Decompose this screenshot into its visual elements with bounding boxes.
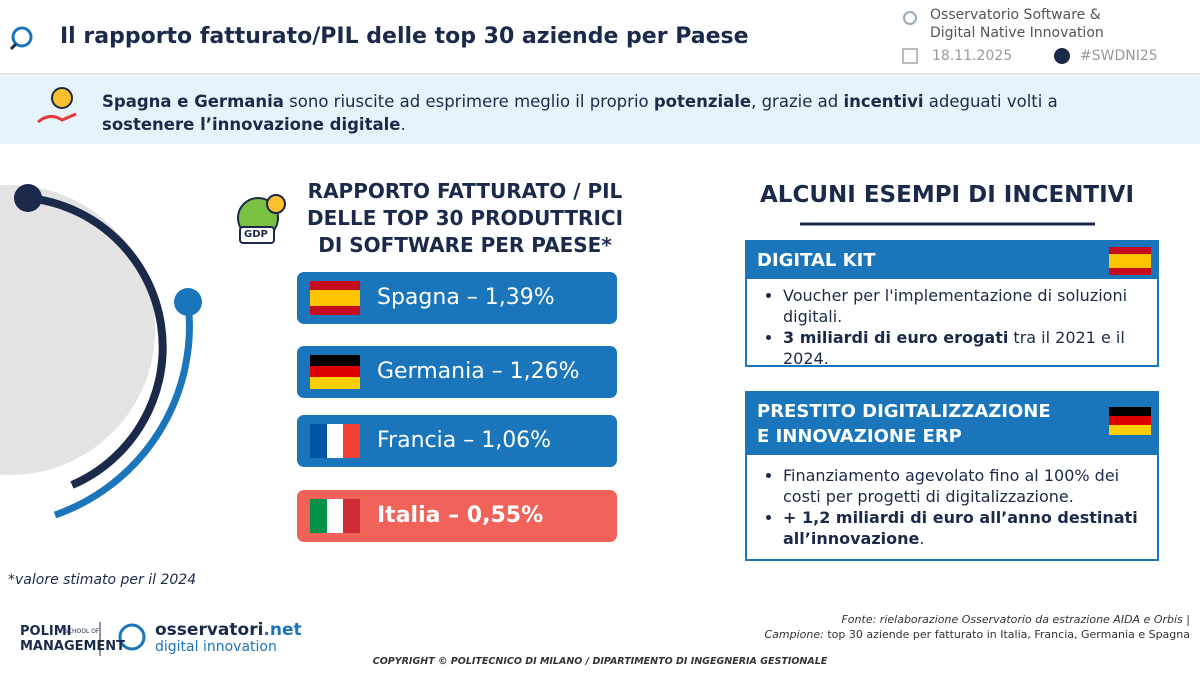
text: Voucher per l'implementazione di soluzio… (783, 286, 1128, 326)
text: Spagna e Germania (102, 92, 284, 111)
country-item: Italia – 0,55% (297, 490, 617, 542)
text: RAPPORTO FATTURATO / PIL (307, 179, 623, 203)
card-header: DIGITAL KIT (747, 242, 1157, 279)
country-item: Francia – 1,06% (297, 415, 617, 467)
item-label: Spagna – 1,39% (377, 285, 555, 310)
icon-label: GDP (244, 229, 268, 240)
text: MANAGEMENT (20, 639, 126, 654)
text: top 30 aziende per fatturato in Italia, … (823, 628, 1190, 641)
incentives-title: ALCUNI ESEMPI DI INCENTIVI (760, 182, 1135, 208)
country-item: Spagna – 1,39% (297, 272, 617, 324)
text: osservatori (155, 620, 264, 640)
flag (1109, 247, 1151, 275)
bullet: Voucher per l'implementazione di soluzio… (783, 285, 1147, 327)
banner-text: Spagna e Germania sono riuscite ad espri… (102, 90, 1102, 136)
item-label: Germania – 1,26% (377, 359, 580, 384)
text: 3 miliardi di euro erogati (783, 328, 1009, 347)
flag (310, 499, 360, 533)
text: .net (263, 620, 302, 640)
item-label: Francia – 1,06% (377, 428, 552, 453)
flag (310, 281, 360, 315)
text: tra il 2021 e il 2024. (783, 328, 1125, 368)
text: sono riuscite ad esprimere meglio il pro… (283, 92, 654, 111)
bullet-list: Voucher per l'implementazione di soluzio… (747, 285, 1157, 369)
card-title: E INNOVAZIONE ERP (757, 426, 962, 447)
text: adeguati volti a (923, 92, 1058, 111)
text: + 1,2 miliardi di euro all’anno destinat… (783, 508, 1138, 548)
title: Il rapporto fatturato/PIL delle top 30 a… (60, 24, 749, 49)
text: DI SOFTWARE PER PAESE* (318, 233, 612, 257)
event-name: Osservatorio Software & (930, 7, 1101, 23)
logo-osservatori: osservatori.net digital innovation (155, 622, 302, 656)
flag (1109, 407, 1151, 435)
text: POLIMI (20, 624, 72, 639)
bullet: 3 miliardi di euro erogati tra il 2021 e… (783, 327, 1147, 369)
event-name: Digital Native Innovation (930, 25, 1104, 41)
text: Campione: (764, 628, 824, 641)
bullet-list: Finanziamento agevolato fino al 100% dei… (747, 465, 1157, 549)
flag (310, 355, 360, 389)
text: DELLE TOP 30 PRODUTTRICI (306, 206, 624, 230)
date: 18.11.2025 (932, 48, 1013, 64)
country-item: Germania – 1,26% (297, 346, 617, 398)
text: Finanziamento agevolato fino al 100% dei… (783, 466, 1120, 506)
logo-polimi: POLIMI MANAGEMENT (20, 624, 125, 654)
card-title: DIGITAL KIT (757, 250, 876, 271)
incentive-card: DIGITAL KIT Voucher per l'implementazion… (745, 240, 1159, 369)
footnote: *valore stimato per il 2024 (8, 572, 197, 588)
text: incentivi (843, 92, 924, 111)
incentive-card: PRESTITO DIGITALIZZAZIONE E INNOVAZIONE E… (745, 391, 1159, 561)
text: digital innovation (155, 639, 277, 655)
card-title: PRESTITO DIGITALIZZAZIONE (757, 401, 1051, 422)
source: Fonte: rielaborazione Osservatorio da es… (765, 612, 1191, 642)
copyright: COPYRIGHT © POLITECNICO DI MILANO / DIPA… (372, 656, 828, 667)
panel-title: RAPPORTO FATTURATO / PIL DELLE TOP 30 PR… (290, 178, 640, 259)
item-label: Italia – 0,55% (377, 503, 544, 528)
text: Fonte: rielaborazione Osservatorio da es… (841, 613, 1190, 626)
text: potenziale (653, 92, 752, 111)
hashtag: #SWDNI25 (1080, 48, 1158, 64)
bullet: + 1,2 miliardi di euro all’anno destinat… (783, 507, 1147, 549)
logo-polimi-sub: SCHOOL OF (64, 628, 100, 635)
text: sostenere l’innovazione digitale (102, 115, 401, 134)
card-header: PRESTITO DIGITALIZZAZIONE E INNOVAZIONE E… (747, 393, 1157, 455)
text: . (919, 529, 925, 548)
flag (310, 424, 360, 458)
text: , grazie ad (751, 92, 844, 111)
text: . (400, 115, 406, 134)
bullet: Finanziamento agevolato fino al 100% dei… (783, 465, 1147, 507)
